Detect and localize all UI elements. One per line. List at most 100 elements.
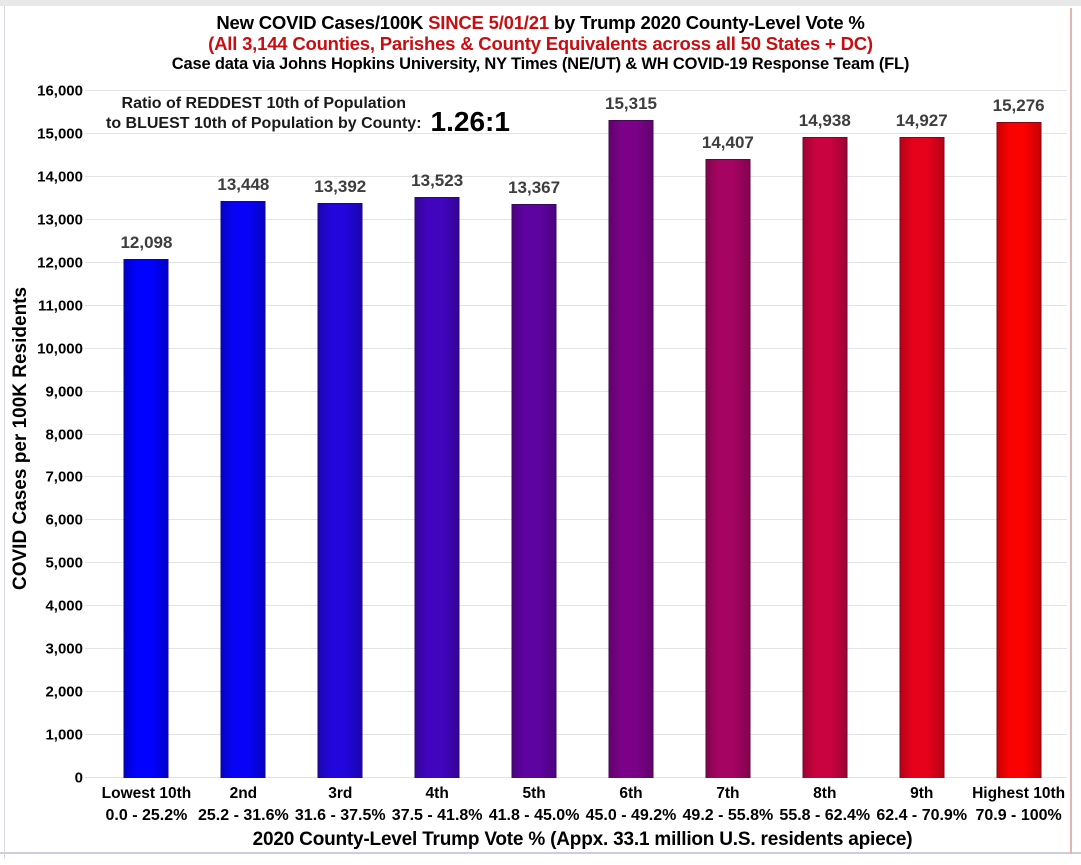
gridline xyxy=(85,648,1067,650)
x-category: 2nd 25.2 - 31.6% xyxy=(195,785,292,825)
x-category-range: 31.6 - 37.5% xyxy=(294,807,386,824)
x-category: 5th 41.8 - 45.0% xyxy=(486,785,583,825)
right-border-line xyxy=(1070,8,1072,854)
x-category-name: 7th xyxy=(716,785,740,802)
x-category-range: 62.4 - 70.9% xyxy=(876,807,968,824)
bar xyxy=(511,204,557,778)
bar-value-label: 15,315 xyxy=(604,94,657,114)
gridline xyxy=(85,691,1067,693)
x-category-name: Highest 10th xyxy=(972,785,1066,802)
x-category-name: 3rd xyxy=(328,785,353,802)
bar-column: 13,392 xyxy=(292,91,389,778)
bar xyxy=(802,136,848,778)
x-category-range: 49.2 - 55.8% xyxy=(682,807,774,824)
ratio-annotation-text: Ratio of REDDEST 10th of Population to B… xyxy=(106,94,422,134)
bar-column: 13,448 xyxy=(195,91,292,778)
x-category: Lowest 10th 0.0 - 25.2% xyxy=(98,785,195,825)
ratio-annotation-line1: Ratio of REDDEST 10th of Population xyxy=(121,95,406,112)
x-category: 3rd 31.6 - 37.5% xyxy=(292,785,389,825)
bar-shading xyxy=(900,138,944,778)
bar-value-label: 15,276 xyxy=(992,96,1045,116)
title-text-highlight: SINCE 5/01/21 xyxy=(428,12,549,33)
bar-value-label: 13,448 xyxy=(217,174,270,194)
ratio-annotation: Ratio of REDDEST 10th of Population to B… xyxy=(106,94,510,137)
y-tick-label: 5,000 xyxy=(45,554,83,572)
x-category-range: 45.0 - 49.2% xyxy=(585,807,677,824)
gridline xyxy=(85,218,1067,220)
bar-column: 12,098 xyxy=(98,91,195,778)
gridline xyxy=(85,90,1067,91)
title-text-post: by Trump 2020 County-Level Vote % xyxy=(548,12,865,33)
bar-value-label: 13,523 xyxy=(411,171,464,191)
title-text-pre: New COVID Cases/100K xyxy=(216,12,429,33)
y-tick-label: 8,000 xyxy=(45,426,83,443)
chart-title: New COVID Cases/100K SINCE 5/01/21 by Tr… xyxy=(0,12,1081,33)
bar-column: 14,927 xyxy=(873,91,970,778)
ratio-annotation-line2: to BLUEST 10th of Population by County: xyxy=(106,115,422,132)
bar xyxy=(608,120,654,778)
bar-value-label: 13,392 xyxy=(314,176,367,196)
x-category-name: 9th xyxy=(910,785,934,802)
y-tick-label: 1,000 xyxy=(45,726,83,744)
bottom-border-line xyxy=(0,852,1081,854)
gridline xyxy=(85,132,1067,134)
bar xyxy=(705,159,751,778)
chart-source-note: Case data via Johns Hopkins University, … xyxy=(171,55,910,73)
y-axis-tick-labels: 0 1,000 2,000 3,000 4,000 5,000 6,000 7,000 8,00… xyxy=(0,83,83,787)
x-category-range: 0.0 - 25.2% xyxy=(105,807,188,824)
bar xyxy=(317,202,363,778)
gridline xyxy=(85,734,1067,736)
bar-shading xyxy=(609,121,653,778)
gridline xyxy=(85,562,1067,564)
x-category-name: Lowest 10th xyxy=(101,785,192,802)
gridline xyxy=(85,347,1067,349)
x-category: 9th 62.4 - 70.9% xyxy=(873,785,970,825)
gridline xyxy=(85,304,1067,306)
x-category-name: 8th xyxy=(813,785,837,802)
bar-column: 15,315 xyxy=(583,91,680,778)
y-tick-label: 14,000 xyxy=(37,168,83,186)
x-category-name: 4th xyxy=(425,785,449,802)
bar-column: 15,276 xyxy=(970,91,1067,778)
y-tick-label: 6,000 xyxy=(45,511,83,529)
bar xyxy=(899,137,945,778)
x-axis-title: 2020 County-Level Trump Vote % (Appx. 33… xyxy=(252,829,913,850)
bar xyxy=(996,122,1042,778)
bar xyxy=(123,258,169,778)
bar-shading xyxy=(997,123,1041,778)
y-tick-label: 4,000 xyxy=(45,597,83,615)
x-category: 7th 49.2 - 55.8% xyxy=(679,785,776,825)
x-category-name: 6th xyxy=(619,785,643,802)
gridline xyxy=(85,605,1067,607)
y-tick-label: 7,000 xyxy=(45,468,83,486)
bar-value-label: 14,938 xyxy=(798,110,851,130)
x-category-range: 25.2 - 31.6% xyxy=(197,807,289,824)
x-category: 6th 45.0 - 49.2% xyxy=(583,785,680,825)
ratio-value: 1.26:1 xyxy=(430,106,510,137)
x-category-name: 2nd xyxy=(229,785,258,802)
bar-shading xyxy=(706,160,750,778)
x-category-name: 5th xyxy=(522,785,546,802)
bar-value-label: 14,927 xyxy=(895,111,948,131)
y-tick-label: 2,000 xyxy=(45,683,83,701)
gridline xyxy=(85,175,1067,177)
bars-layer: 12,098 13,448 13,392 13,523 13,367 15,315 14,4… xyxy=(98,91,1067,778)
gridline xyxy=(85,433,1067,435)
y-tick-label: 10,000 xyxy=(37,340,83,358)
bar-shading xyxy=(318,203,362,778)
gridlines-layer xyxy=(85,90,1067,778)
window-top-strip xyxy=(0,0,1081,6)
y-tick-label: 12,000 xyxy=(37,254,83,272)
bar-value-label: 13,367 xyxy=(508,178,561,198)
chart-subtitle: (All 3,144 Counties, Parishes & County E… xyxy=(208,33,873,54)
left-border-line xyxy=(4,6,5,859)
bar-column: 14,938 xyxy=(776,91,873,778)
gridline xyxy=(85,519,1067,521)
y-tick-label: 13,000 xyxy=(37,211,83,229)
y-tick-label: 9,000 xyxy=(45,383,83,401)
bar-shading xyxy=(221,201,265,778)
bar-column: 13,367 xyxy=(486,91,583,778)
gridline xyxy=(85,261,1067,263)
y-tick-label: 0 xyxy=(74,769,83,787)
bar-shading xyxy=(124,259,168,778)
